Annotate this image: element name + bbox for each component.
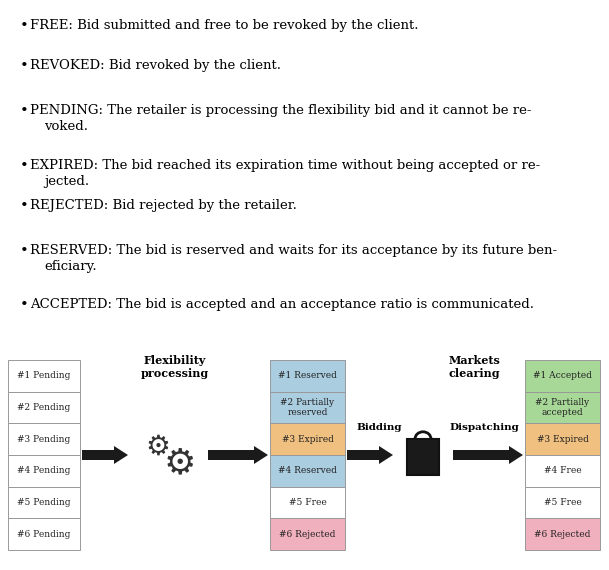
Text: #6 Pending: #6 Pending: [17, 530, 71, 539]
Text: #3 Expired: #3 Expired: [281, 435, 334, 443]
Text: #3 Pending: #3 Pending: [18, 435, 71, 443]
Bar: [270, 487, 345, 518]
Text: #1 Reserved: #1 Reserved: [278, 371, 337, 380]
Text: Dispatching: Dispatching: [449, 422, 519, 431]
Bar: [8, 392, 80, 424]
Bar: [525, 518, 600, 550]
Text: REJECTED: Bid rejected by the retailer.: REJECTED: Bid rejected by the retailer.: [30, 199, 297, 211]
Text: voked.: voked.: [44, 120, 88, 133]
Text: ACCEPTED: The bid is accepted and an acceptance ratio is communicated.: ACCEPTED: The bid is accepted and an acc…: [30, 299, 534, 311]
Text: #5 Free: #5 Free: [289, 498, 326, 507]
Text: •: •: [20, 19, 29, 33]
Text: •: •: [20, 299, 29, 312]
Text: Flexibility
processing: Flexibility processing: [141, 355, 209, 379]
Bar: [525, 392, 600, 424]
Text: #1 Pending: #1 Pending: [17, 371, 71, 380]
Text: •: •: [20, 199, 29, 213]
Bar: [525, 487, 600, 518]
Text: #4 Pending: #4 Pending: [17, 466, 71, 475]
Bar: [347, 450, 379, 460]
Text: FREE: Bid submitted and free to be revoked by the client.: FREE: Bid submitted and free to be revok…: [30, 19, 418, 32]
Text: #1 Accepted: #1 Accepted: [533, 371, 592, 380]
Polygon shape: [254, 446, 268, 464]
Text: •: •: [20, 104, 29, 118]
Text: #6 Rejected: #6 Rejected: [280, 530, 336, 539]
Text: eficiary.: eficiary.: [44, 259, 97, 272]
Text: #2 Partially
reserved: #2 Partially reserved: [280, 398, 334, 417]
Bar: [525, 424, 600, 455]
Polygon shape: [509, 446, 523, 464]
Text: Markets
clearing: Markets clearing: [448, 355, 500, 379]
Polygon shape: [114, 446, 128, 464]
Bar: [525, 455, 600, 487]
Text: REVOKED: Bid revoked by the client.: REVOKED: Bid revoked by the client.: [30, 59, 281, 72]
Text: #4 Reserved: #4 Reserved: [278, 466, 337, 475]
Bar: [8, 424, 80, 455]
Bar: [270, 455, 345, 487]
Bar: [270, 424, 345, 455]
Text: ⚙: ⚙: [146, 433, 171, 461]
Text: #2 Partially
accepted: #2 Partially accepted: [535, 398, 590, 417]
Text: #6 Rejected: #6 Rejected: [534, 530, 591, 539]
Bar: [407, 439, 439, 475]
Bar: [8, 518, 80, 550]
Text: ⚙: ⚙: [164, 446, 196, 480]
Bar: [8, 455, 80, 487]
Text: PENDING: The retailer is processing the flexibility bid and it cannot be re-: PENDING: The retailer is processing the …: [30, 104, 532, 117]
Text: #2 Pending: #2 Pending: [18, 403, 71, 412]
Text: •: •: [20, 243, 29, 258]
Text: Bidding: Bidding: [356, 422, 402, 431]
Bar: [82, 450, 114, 460]
Bar: [525, 360, 600, 392]
Text: •: •: [20, 158, 29, 173]
Polygon shape: [379, 446, 393, 464]
Text: jected.: jected.: [44, 174, 89, 188]
Bar: [8, 360, 80, 392]
Text: #4 Free: #4 Free: [544, 466, 582, 475]
Bar: [208, 450, 254, 460]
Text: RESERVED: The bid is reserved and waits for its acceptance by its future ben-: RESERVED: The bid is reserved and waits …: [30, 243, 557, 256]
Bar: [270, 392, 345, 424]
Text: EXPIRED: The bid reached its expiration time without being accepted or re-: EXPIRED: The bid reached its expiration …: [30, 158, 540, 172]
Bar: [453, 450, 509, 460]
Bar: [270, 360, 345, 392]
Text: #5 Pending: #5 Pending: [17, 498, 71, 507]
Bar: [270, 518, 345, 550]
Bar: [8, 487, 80, 518]
Text: #3 Expired: #3 Expired: [537, 435, 588, 443]
Text: #5 Free: #5 Free: [544, 498, 582, 507]
Text: •: •: [20, 59, 29, 73]
